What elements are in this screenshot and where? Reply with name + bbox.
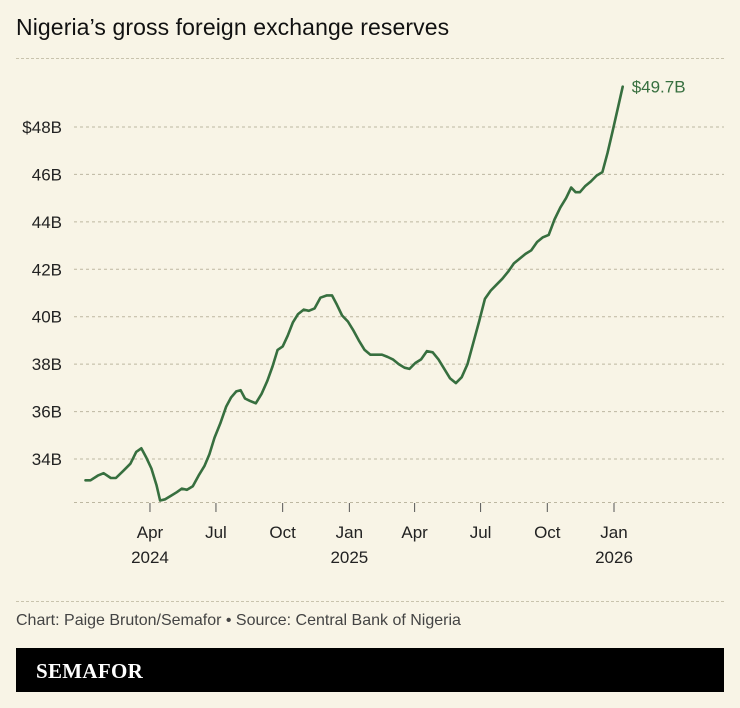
x-tick-label: Jul: [470, 523, 492, 542]
gridlines: [74, 126, 724, 503]
bottom-divider: [16, 601, 724, 602]
x-tick-label: Oct: [534, 523, 561, 542]
y-tick-label: 34B: [32, 450, 62, 469]
x-axis-ticks: Apr 2024 Jul Oct Jan 2025 Apr Jul Oct Jan 2026: [131, 503, 633, 567]
y-tick-label: 42B: [32, 260, 62, 279]
brand-bar: SEMAFOR: [16, 648, 724, 692]
annotation-layer: $49.7B: [632, 78, 686, 97]
x-tick-label: Oct: [269, 523, 296, 542]
line-chart: 34B 36B 38B 40B 42B 44B 46B $48B Apr 2024 Jul Oct J…: [22, 78, 724, 567]
top-divider: [16, 58, 724, 59]
y-tick-label: 40B: [32, 308, 62, 327]
x-tick-label: Jan: [336, 523, 363, 542]
x-tick-label: Apr: [401, 523, 428, 542]
x-tick-year-label: 2026: [595, 548, 633, 567]
source-credit: Chart: Paige Bruton/Semafor • Source: Ce…: [16, 612, 461, 629]
series-layer: [84, 85, 624, 502]
y-axis-tick-labels: 34B 36B 38B 40B 42B 44B 46B $48B: [22, 118, 62, 469]
x-tick-year-label: 2024: [131, 548, 169, 567]
reserves-line: [84, 85, 624, 502]
x-tick-year-label: 2025: [330, 548, 368, 567]
semafor-logo: SEMAFOR: [36, 659, 144, 683]
y-tick-label: 36B: [32, 403, 62, 422]
y-tick-label: 44B: [32, 213, 62, 232]
x-tick-label: Apr: [137, 523, 164, 542]
y-tick-label: 38B: [32, 355, 62, 374]
end-value-label: $49.7B: [632, 78, 686, 97]
y-tick-label: 46B: [32, 165, 62, 184]
chart-title: Nigeria’s gross foreign exchange reserve…: [16, 14, 450, 40]
y-tick-label: $48B: [22, 118, 62, 137]
x-tick-label: Jul: [205, 523, 227, 542]
x-tick-label: Jan: [600, 523, 627, 542]
